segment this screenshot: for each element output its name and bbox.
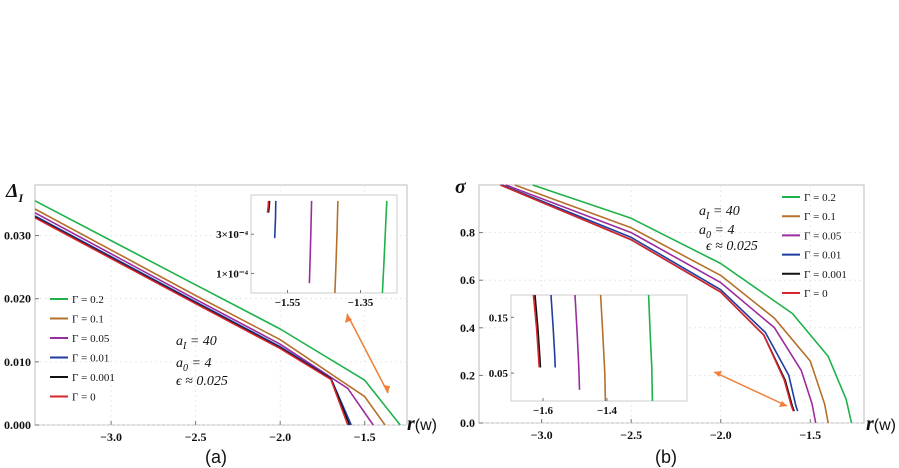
y-axis-label-b: σ bbox=[455, 176, 467, 198]
inset-ticks-a: −1.55 −1.35 3×10⁻⁴ 1×10⁻⁴ bbox=[216, 229, 374, 309]
series-line-2 bbox=[34, 212, 374, 426]
inset-series-line-4 bbox=[267, 200, 271, 213]
grid-b bbox=[479, 185, 864, 424]
x-tick-label-0: −3.0 bbox=[531, 428, 553, 442]
inset-series-line-4 bbox=[534, 294, 542, 368]
legend-label-1: Γ = 0.1 bbox=[72, 314, 104, 326]
param-eps-b: ϵ ≈ 0.025 bbox=[706, 239, 758, 254]
inset-series-line-0 bbox=[381, 200, 388, 294]
inset-series-line-2 bbox=[574, 294, 581, 390]
x-axis-symbol-b: r bbox=[866, 413, 874, 435]
y-ticks-b: 0.0 0.2 0.4 0.6 0.8 bbox=[460, 226, 483, 430]
inset-y-tick-label-0: 0.15 bbox=[489, 312, 509, 324]
param-a0-a: a0 = 4 bbox=[176, 356, 211, 374]
x-axis-unit-b: (w) bbox=[874, 417, 896, 434]
legend-label-4: Γ = 0.001 bbox=[804, 269, 847, 281]
series-line-5 bbox=[500, 184, 795, 412]
inset-series-line-3 bbox=[273, 200, 277, 239]
inset-lines-a bbox=[266, 200, 388, 294]
x-tick-label-0: −3.0 bbox=[100, 430, 122, 444]
inset-ticks-b: −1.6 −1.4 0.15 0.05 bbox=[489, 312, 618, 417]
inset-series-line-1 bbox=[334, 200, 339, 294]
y-tick-label-3: 0.030 bbox=[4, 229, 31, 243]
inset-series-line-1 bbox=[599, 294, 607, 402]
series-line-5 bbox=[34, 217, 349, 426]
x-ticks-b: −3.0 −2.5 −2.0 −1.5 bbox=[531, 419, 821, 442]
y-tick-label-0: 0.0 bbox=[460, 416, 475, 430]
x-tick-label-2: −2.0 bbox=[269, 430, 291, 444]
series-line-1 bbox=[34, 208, 386, 426]
panel-label-a: (a) bbox=[205, 447, 227, 467]
legend-label-0: Γ = 0.2 bbox=[72, 294, 104, 306]
x-axis-label-a: r(w) bbox=[407, 413, 437, 435]
x-axis-unit-a: (w) bbox=[415, 417, 437, 434]
x-tick-label-1: −2.5 bbox=[185, 430, 207, 444]
series-lines-b bbox=[500, 184, 853, 424]
x-tick-label-2: −2.0 bbox=[710, 428, 732, 442]
inset-series-line-3 bbox=[550, 294, 556, 368]
inset-a: −1.55 −1.35 3×10⁻⁴ 1×10⁻⁴ bbox=[216, 194, 398, 309]
y-tick-label-0: 0.000 bbox=[4, 418, 31, 432]
param-aI-a: aI = 40 bbox=[176, 334, 217, 352]
inset-frame-a bbox=[250, 194, 398, 294]
inset-lines-b bbox=[532, 294, 654, 402]
panel-a: −3.0 −2.5 −2.0 −1.5 0.000 0.010 0.020 0.030 ΔI… bbox=[4, 180, 437, 467]
y-tick-label-3: 0.6 bbox=[460, 273, 475, 287]
y-tick-label-2: 0.4 bbox=[460, 321, 475, 335]
y-tick-label-1: 0.2 bbox=[460, 368, 475, 382]
params-b: aI = 40 a0 = 4 ϵ ≈ 0.025 bbox=[699, 204, 758, 254]
x-axis-label-b: r(w) bbox=[866, 413, 896, 435]
y-axis-subscript-a: I bbox=[18, 191, 25, 205]
inset-arrow-b bbox=[713, 371, 788, 407]
inset-series-line-0 bbox=[647, 294, 654, 402]
inset-y-tick-label-1: 1×10⁻⁴ bbox=[216, 268, 249, 280]
legend-label-3: Γ = 0.01 bbox=[804, 250, 841, 262]
legend-b: Γ = 0.2 Γ = 0.1 Γ = 0.05 Γ = 0.01 Γ = 0.001 Γ… bbox=[782, 192, 847, 300]
series-line-2 bbox=[505, 184, 817, 424]
inset-y-tick-label-0: 3×10⁻⁴ bbox=[216, 229, 249, 241]
legend-label-2: Γ = 0.05 bbox=[804, 230, 842, 242]
param-aI-b: aI = 40 bbox=[699, 204, 740, 222]
y-tick-label-1: 0.010 bbox=[4, 355, 31, 369]
inset-x-tick-label-0: −1.55 bbox=[275, 297, 301, 309]
legend-label-5: Γ = 0 bbox=[72, 392, 96, 404]
inset-frame-b bbox=[510, 294, 688, 402]
series-line-0 bbox=[532, 184, 853, 424]
legend-label-3: Γ = 0.01 bbox=[72, 353, 109, 365]
inset-x-tick-label-1: −1.35 bbox=[348, 297, 374, 309]
inset-series-line-5 bbox=[532, 294, 540, 368]
x-ticks-a: −3.0 −2.5 −2.0 −1.5 bbox=[100, 421, 376, 444]
y-tick-label-4: 0.8 bbox=[460, 226, 475, 240]
x-axis-symbol-a: r bbox=[407, 413, 415, 435]
panel-label-b: (b) bbox=[655, 447, 677, 467]
x-tick-label-1: −2.5 bbox=[620, 428, 642, 442]
y-axis-label-a: ΔI bbox=[5, 180, 25, 205]
inset-b: −1.6 −1.4 0.15 0.05 bbox=[489, 294, 688, 417]
series-line-1 bbox=[514, 184, 829, 424]
inset-x-tick-label-1: −1.4 bbox=[597, 405, 618, 417]
y-ticks-a: 0.000 0.010 0.020 0.030 bbox=[4, 229, 39, 432]
legend-label-0: Γ = 0.2 bbox=[804, 192, 836, 204]
param-eps-a: ϵ ≈ 0.025 bbox=[176, 374, 228, 389]
inset-x-tick-label-0: −1.6 bbox=[533, 405, 554, 417]
inset-series-line-5 bbox=[266, 200, 270, 213]
y-tick-label-2: 0.020 bbox=[4, 292, 31, 306]
legend-a: Γ = 0.2 Γ = 0.1 Γ = 0.05 Γ = 0.01 Γ = 0.001 Γ… bbox=[50, 294, 115, 404]
inset-series-line-2 bbox=[308, 200, 313, 284]
legend-label-5: Γ = 0 bbox=[804, 288, 828, 300]
series-lines-a bbox=[34, 200, 401, 426]
plot-frame-b bbox=[478, 184, 865, 424]
series-line-0 bbox=[34, 200, 401, 426]
panel-b: −3.0 −2.5 −2.0 −1.5 0.00.20.40.60.8 σ r(w) … bbox=[455, 176, 896, 467]
y-axis-symbol-a: Δ bbox=[5, 180, 19, 202]
inset-arrow-a bbox=[345, 313, 390, 394]
inset-y-tick-label-1: 0.05 bbox=[489, 368, 509, 380]
legend-label-2: Γ = 0.05 bbox=[72, 333, 110, 345]
legend-label-1: Γ = 0.1 bbox=[804, 211, 836, 223]
legend-label-4: Γ = 0.001 bbox=[72, 372, 115, 384]
x-tick-label-3: −1.5 bbox=[354, 430, 376, 444]
x-tick-label-3: −1.5 bbox=[799, 428, 821, 442]
series-line-3 bbox=[501, 184, 799, 412]
